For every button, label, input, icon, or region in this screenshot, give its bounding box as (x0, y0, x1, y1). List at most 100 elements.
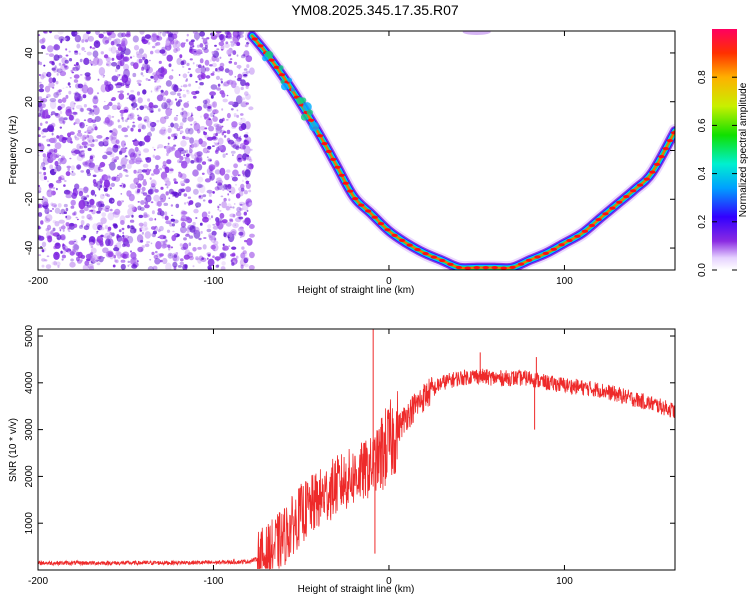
ridge-peak (321, 142, 328, 146)
noise-speckle (116, 52, 121, 56)
noise-speckle (65, 54, 69, 57)
noise-speckle (238, 227, 244, 233)
noise-speckle (199, 31, 206, 37)
noise-speckle (223, 232, 227, 238)
noise-speckle (144, 34, 152, 39)
ridge-peak (371, 215, 378, 219)
noise-speckle (59, 154, 61, 157)
noise-speckle (99, 184, 103, 188)
noise-speckle (245, 55, 253, 63)
noise-speckle (165, 239, 168, 242)
noise-speckle (46, 71, 52, 78)
noise-speckle (232, 222, 239, 229)
noise-speckle (114, 258, 116, 261)
noise-speckle (55, 242, 60, 246)
noise-speckle (155, 87, 159, 91)
noise-speckle (180, 226, 187, 234)
noise-speckle (168, 35, 171, 37)
noise-speckle (243, 256, 249, 263)
noise-speckle (174, 233, 178, 236)
noise-speckle (161, 46, 167, 51)
noise-speckle (48, 82, 55, 88)
noise-speckle (79, 225, 83, 229)
noise-speckle (163, 165, 168, 170)
noise-speckle (167, 136, 171, 140)
noise-speckle (216, 259, 219, 262)
noise-speckle (228, 231, 233, 238)
noise-speckle (144, 63, 151, 72)
noise-speckle (60, 157, 67, 165)
noise-speckle (179, 180, 185, 186)
noise-speckle (52, 87, 55, 89)
noise-speckle (219, 56, 222, 59)
noise-speckle (162, 101, 166, 106)
colorbar-tick-label: 0.2 (697, 214, 708, 228)
noise-speckle (61, 178, 65, 181)
noise-speckle (171, 234, 177, 242)
noise-speckle (71, 71, 75, 74)
noise-speckle (172, 230, 175, 233)
noise-speckle (236, 54, 239, 57)
noise-speckle (54, 221, 60, 227)
noise-speckle (246, 238, 253, 246)
noise-speckle (213, 123, 220, 127)
noise-speckle (90, 258, 95, 261)
noise-speckle (195, 256, 199, 261)
noise-speckle (246, 41, 250, 45)
noise-speckle (214, 44, 217, 47)
noise-speckle (141, 186, 146, 192)
noise-speckle (194, 107, 197, 109)
ridge-peak (662, 147, 669, 151)
noise-speckle (205, 152, 208, 154)
noise-speckle (113, 224, 118, 229)
noise-speckle (192, 169, 199, 177)
noise-speckle (48, 186, 53, 190)
noise-speckle (136, 171, 141, 177)
noise-speckle (116, 64, 121, 70)
noise-speckle (206, 136, 214, 141)
noise-speckle (57, 265, 60, 268)
ridge-peak (616, 200, 623, 204)
noise-speckle (212, 225, 219, 230)
noise-speckle (180, 183, 185, 187)
noise-speckle (207, 150, 210, 153)
noise-speckle (192, 221, 196, 226)
noise-speckle (111, 232, 115, 237)
noise-speckle (229, 218, 233, 221)
noise-speckle (163, 202, 169, 206)
noise-speckle (199, 126, 206, 131)
noise-speckle (110, 136, 118, 145)
noise-speckle (144, 227, 149, 231)
noise-speckle (116, 43, 122, 47)
noise-speckle (241, 179, 244, 183)
ridge-peak (653, 162, 661, 166)
noise-speckle (91, 239, 94, 243)
noise-speckle (213, 142, 216, 144)
noise-speckle (96, 230, 99, 233)
noise-speckle (150, 242, 153, 245)
noise-speckle (50, 113, 53, 116)
noise-speckle (98, 206, 102, 212)
noise-speckle (197, 184, 204, 188)
ridge-blob (278, 65, 284, 71)
noise-speckle (71, 150, 74, 153)
noise-speckle (156, 200, 162, 207)
noise-speckle (80, 219, 85, 226)
noise-speckle (198, 237, 202, 241)
noise-speckle (159, 253, 164, 257)
noise-speckle (128, 193, 135, 202)
noise-speckle (133, 169, 137, 174)
noise-speckle (149, 185, 157, 191)
noise-speckle (185, 79, 188, 82)
noise-speckle (39, 83, 44, 89)
noise-speckle (92, 174, 97, 178)
noise-speckle (142, 39, 148, 45)
noise-speckle (148, 102, 154, 109)
noise-speckle (157, 144, 164, 149)
ridge-peak (352, 197, 359, 201)
noise-speckle (194, 151, 201, 158)
noise-speckle (137, 173, 144, 181)
noise-speckle (111, 104, 118, 111)
ridge-peak (658, 155, 665, 159)
noise-speckle (131, 264, 138, 269)
